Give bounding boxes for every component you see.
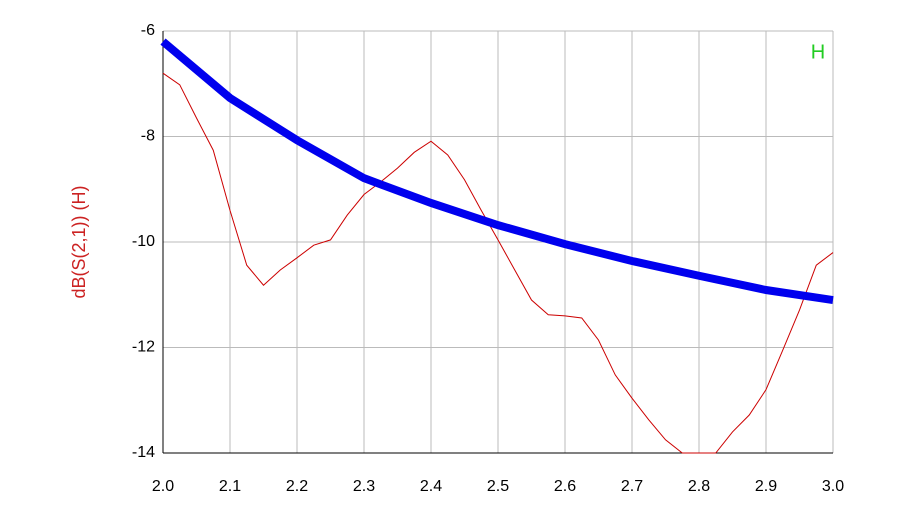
x-tick-label: 2.2 (286, 478, 308, 495)
y-tick-label: -12 (132, 339, 155, 356)
y-tick-label: -6 (141, 22, 155, 39)
data-line (160, 38, 834, 304)
y-axis-label: dB(S(2,1)) (H) (69, 185, 89, 298)
x-tick-label: 2.7 (621, 478, 643, 495)
x-tick-label: 2.8 (688, 478, 710, 495)
x-tick-label: 2.6 (554, 478, 576, 495)
y-tick-label: -8 (141, 128, 155, 145)
x-tick-label: 2.3 (353, 478, 375, 495)
data-line (162, 72, 834, 454)
x-tick-label: 3.0 (822, 478, 844, 495)
x-tick-label: 2.5 (487, 478, 509, 495)
x-tick-label: 2.4 (420, 478, 442, 495)
y-tick-label: -14 (132, 444, 155, 461)
x-tick-label: 2.1 (219, 478, 241, 495)
y-tick-label: -10 (132, 233, 155, 250)
x-tick-label: 2.0 (152, 478, 174, 495)
x-tick-label: 2.9 (755, 478, 777, 495)
legend-label: H (811, 41, 825, 63)
